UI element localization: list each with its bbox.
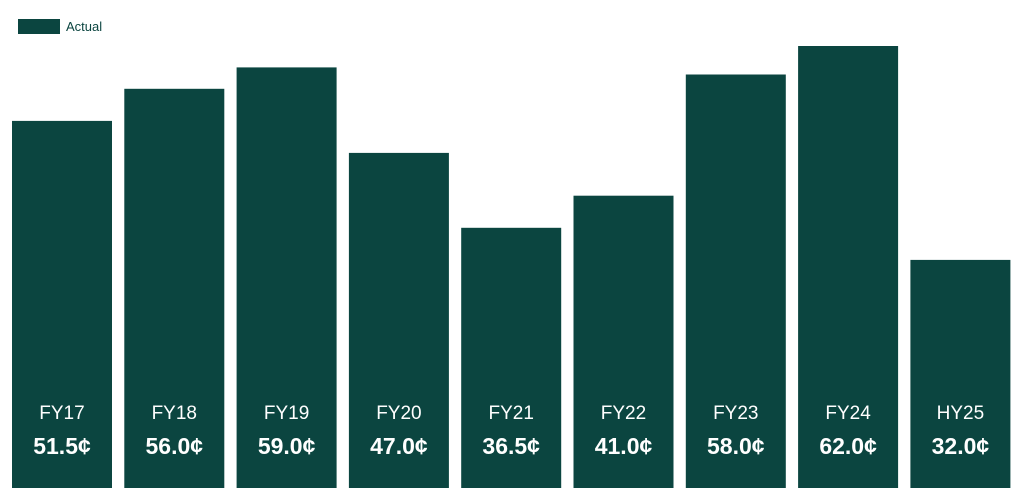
value-label-fy17: 51.5¢: [33, 433, 91, 459]
category-label-fy24: FY24: [825, 403, 871, 424]
bar-fy21: [461, 227, 562, 489]
legend-label-actual: Actual: [66, 19, 102, 34]
bar-fy20: [348, 152, 449, 488]
category-label-fy18: FY18: [152, 403, 197, 424]
value-label-fy24: 62.0¢: [819, 433, 877, 459]
category-label-fy23: FY23: [713, 403, 758, 424]
category-label-fy21: FY21: [488, 403, 533, 424]
category-label-fy22: FY22: [601, 403, 646, 424]
legend-swatch-actual: [18, 19, 60, 34]
legend: Actual: [18, 19, 102, 34]
bar-fy17: [12, 120, 112, 489]
category-label-fy19: FY19: [264, 403, 309, 424]
bar-hy25: [910, 259, 1011, 488]
value-label-fy23: 58.0¢: [707, 433, 765, 459]
value-label-fy21: 36.5¢: [482, 433, 540, 459]
value-label-hy25: 32.0¢: [932, 433, 990, 459]
bar-fy24: [798, 46, 899, 488]
category-label-fy17: FY17: [39, 403, 84, 424]
value-label-fy18: 56.0¢: [146, 433, 204, 459]
value-label-fy19: 59.0¢: [258, 433, 316, 459]
bar-fy19: [236, 67, 337, 489]
bars-group: FY17 51.5¢ FY18 56.0¢ FY19 59.0¢ FY20 47.0¢ FY21…: [12, 46, 1011, 489]
bar-fy18: [124, 88, 225, 489]
category-label-fy20: FY20: [376, 403, 421, 424]
value-label-fy20: 47.0¢: [370, 433, 428, 459]
category-label-hy25: HY25: [937, 403, 985, 424]
bar-fy22: [573, 195, 674, 488]
value-label-fy22: 41.0¢: [595, 433, 653, 459]
bar-fy23: [685, 74, 786, 488]
